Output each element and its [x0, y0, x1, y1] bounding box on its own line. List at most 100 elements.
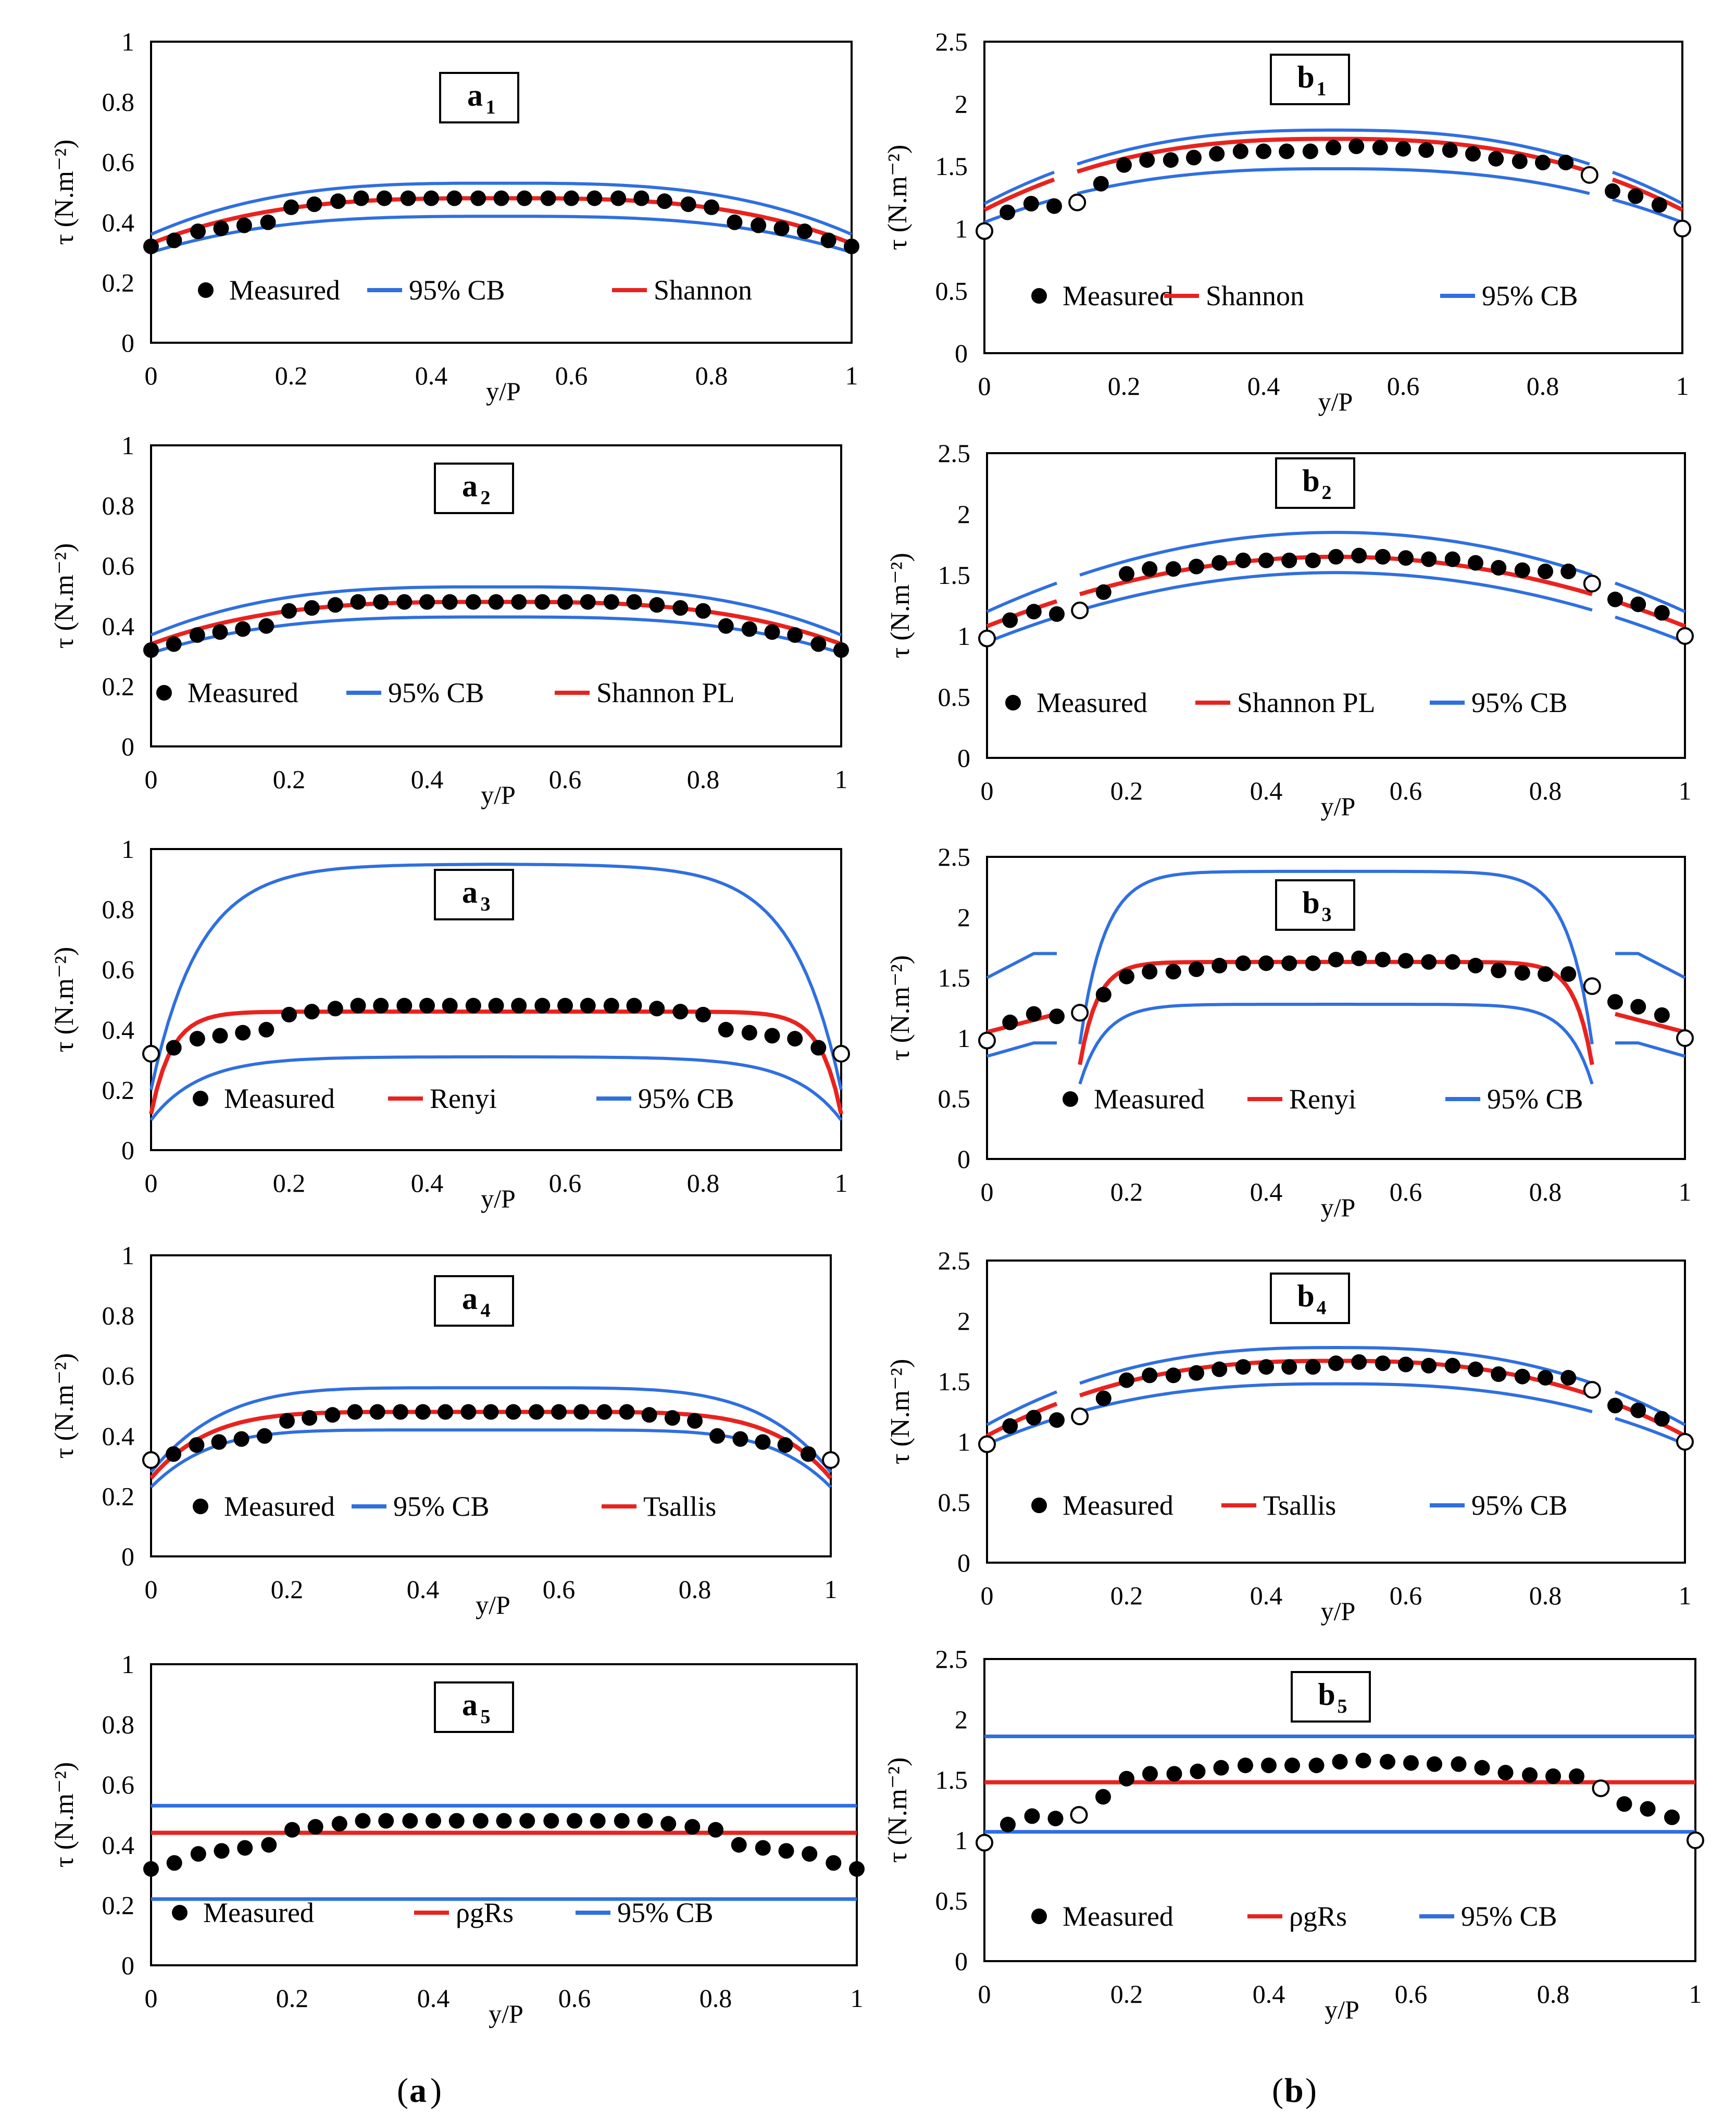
- measured-point: [1281, 955, 1297, 971]
- measured-point: [755, 1434, 771, 1450]
- chart-panel-b3: 0 0.5 1 1.5 2 2.5 0 0.2 0.4 0.6 0.8 1 y/P τ (N.m⁻²) b 3…: [885, 842, 1694, 1222]
- measured-point: [1212, 555, 1228, 571]
- cb-lower-curve: [1615, 1417, 1686, 1446]
- x-tick-label: 0.4: [1250, 1177, 1283, 1206]
- measured-point: [448, 1813, 465, 1829]
- measured-point: [1592, 1779, 1610, 1798]
- x-tick-label: 0.2: [1110, 1581, 1143, 1610]
- x-tick-label: 0.6: [1390, 1581, 1422, 1610]
- y-axis-label: τ (N.m⁻²): [49, 140, 79, 245]
- cb-lower-curve: [1615, 615, 1686, 644]
- measured-point: [633, 190, 650, 206]
- measured-point: [1654, 1411, 1670, 1427]
- panel-tag-box-a3: [434, 869, 514, 920]
- measured-point: [1375, 548, 1391, 565]
- measured-point: [641, 1407, 657, 1423]
- legend-measured-marker: [198, 282, 214, 298]
- measured-point: [567, 1813, 582, 1829]
- measured-point: [1119, 1372, 1134, 1388]
- measured-point: [307, 1819, 323, 1835]
- plot-frame-a3: [150, 848, 842, 1151]
- measured-point: [465, 997, 481, 1014]
- measured-point: [796, 223, 813, 240]
- measured-point: [978, 1031, 996, 1050]
- plot-frame-b4: [986, 1259, 1686, 1564]
- chart-panel-b1: 00.511.522.50 0.2 0.4 0.6 0.8 1y/Pτ (N.m⁻²)b 1…: [883, 27, 1691, 416]
- legend-measured-marker: [1063, 1091, 1078, 1107]
- y-tick-label: 0: [121, 732, 134, 761]
- measured-point: [1000, 204, 1016, 220]
- measured-point: [1189, 1365, 1204, 1381]
- measured-point: [978, 1435, 996, 1453]
- measured-point: [1583, 1381, 1601, 1399]
- measured-point: [543, 1813, 559, 1829]
- y-tick-label: 0.6: [102, 1770, 135, 1799]
- measured-point: [1676, 1433, 1694, 1451]
- measured-point: [1522, 1767, 1538, 1783]
- measured-point: [1583, 575, 1601, 593]
- cb-upper-curve: [983, 170, 1055, 205]
- measured-point: [849, 1861, 865, 1877]
- measured-point: [1491, 963, 1507, 979]
- cb-upper-curve: [1077, 128, 1590, 166]
- caption-a-close: ): [430, 2072, 442, 2110]
- y-tick-label: 0.2: [102, 1481, 135, 1511]
- y-tick-label: 0.5: [938, 1084, 971, 1113]
- y-tick-label: 0.8: [102, 88, 135, 117]
- x-tick-label: 0.4: [1250, 776, 1283, 805]
- y-tick-label: 2: [955, 1705, 968, 1734]
- measured-point: [1380, 1754, 1395, 1770]
- measured-point: [1628, 188, 1644, 204]
- chart-panel-a2: 0 0.2 0.4 0.6 0.8 1 0 0.2 0.4 0.6 0.8 1 y/P τ (N.m⁻²)…: [49, 431, 849, 809]
- measured-point: [810, 1040, 827, 1056]
- x-tick-label: 0.2: [1110, 1979, 1143, 2009]
- measured-point: [324, 1407, 341, 1423]
- y-tick-label: 2.5: [938, 1246, 971, 1275]
- measured-point: [1332, 1754, 1348, 1770]
- cb-upper-curve: [150, 585, 842, 637]
- measured-point: [1630, 1402, 1646, 1418]
- panel-tag-subscript-a3: 3: [481, 893, 491, 915]
- measured-point: [392, 1404, 408, 1420]
- y-tick-label: 0.5: [938, 1488, 971, 1517]
- x-tick-label: 1: [1679, 1177, 1692, 1206]
- measured-point: [166, 1040, 182, 1056]
- y-tick-label: 0.2: [102, 1075, 135, 1104]
- measured-point: [327, 597, 343, 613]
- panel-tag-box-a5: [434, 1681, 514, 1733]
- measured-point: [260, 214, 276, 230]
- y-tick-label: 2: [957, 1306, 970, 1336]
- measured-point: [820, 232, 836, 248]
- measured-point: [1000, 1816, 1016, 1832]
- y-tick-label: 1.5: [938, 1367, 971, 1396]
- x-tick-label: 0.6: [558, 1984, 591, 2013]
- measured-point: [1308, 1757, 1325, 1774]
- measured-point: [143, 1861, 159, 1877]
- x-tick-label: 0.4: [411, 1168, 444, 1198]
- measured-point: [1421, 1357, 1437, 1374]
- y-tick-label: 2: [955, 90, 968, 119]
- measured-point: [143, 239, 159, 254]
- measured-point: [777, 1437, 793, 1453]
- model-curve: [986, 1402, 1058, 1438]
- measured-point: [844, 239, 859, 254]
- measured-point: [302, 1410, 318, 1426]
- panel-tag-box-b1: [1270, 54, 1350, 105]
- measured-point: [1023, 196, 1039, 211]
- y-tick-label: 0.5: [935, 1886, 968, 1915]
- x-tick-label: 0.2: [273, 1168, 306, 1198]
- cb-lower-curve: [151, 615, 842, 655]
- measured-point: [1560, 1370, 1577, 1386]
- measured-point: [261, 1837, 277, 1853]
- y-tick-label: 0.4: [102, 1830, 135, 1860]
- measured-point: [1607, 994, 1623, 1010]
- x-tick-label: 0.2: [275, 361, 308, 390]
- panel-tag-label-a1: a: [467, 78, 483, 113]
- measured-point: [1673, 219, 1691, 238]
- measured-point: [236, 217, 252, 233]
- measured-point: [1235, 955, 1251, 971]
- x-tick-label: 1: [1676, 371, 1689, 401]
- measured-point: [727, 214, 743, 230]
- y-tick-label: 2.5: [935, 27, 968, 56]
- measured-point: [1235, 1359, 1251, 1375]
